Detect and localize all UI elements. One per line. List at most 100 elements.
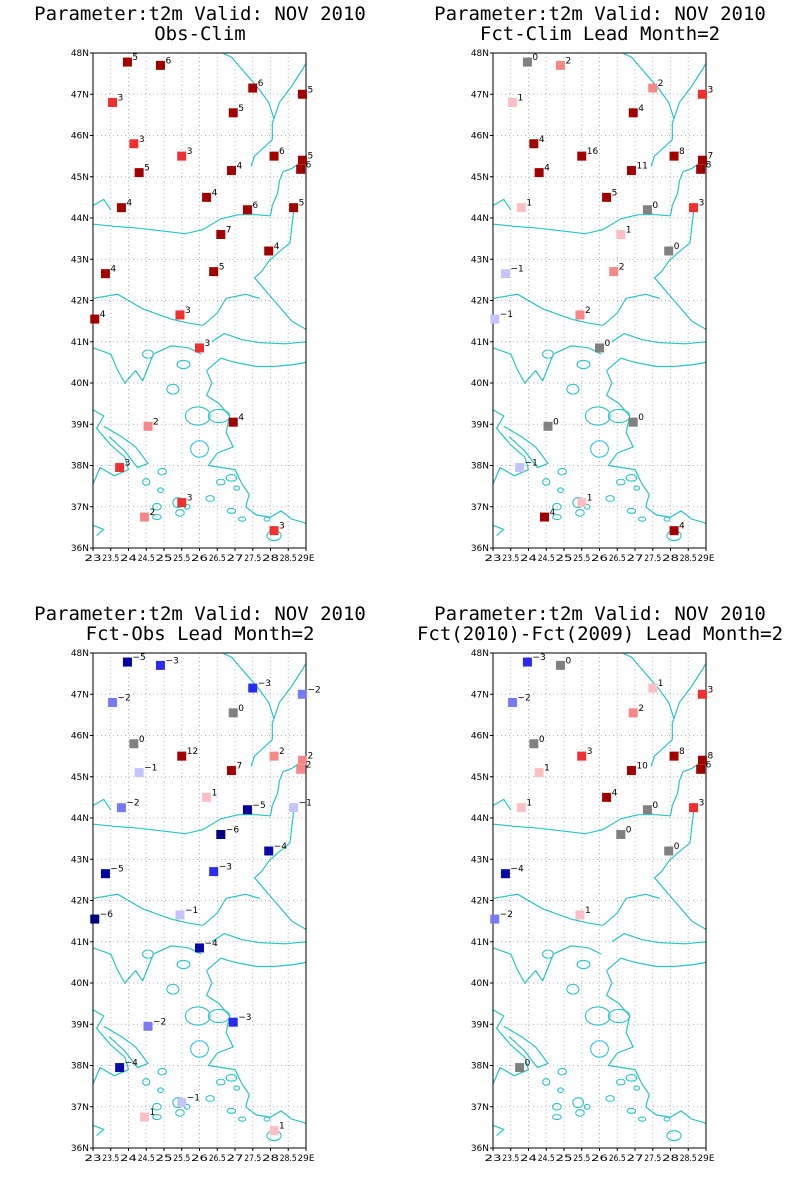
station-marker — [264, 246, 274, 256]
x-tick-label: 28 — [262, 1154, 279, 1164]
island — [605, 495, 615, 502]
x-tick-label: 26.5 — [209, 1154, 226, 1164]
x-tick-label: 26 — [191, 1154, 208, 1164]
island — [552, 1114, 562, 1121]
station-marker — [175, 910, 185, 920]
station-value-label: 4 — [238, 413, 244, 423]
station-value-label: 3 — [185, 306, 191, 316]
coastline — [606, 957, 706, 972]
map-panel-obs-clim: Parameter:t2m Valid: NOV 2010 Obs-Clim 3… — [0, 0, 400, 600]
x-tick-label: 27.5 — [644, 554, 661, 564]
station-value-label: −5 — [110, 865, 123, 875]
station-value-label: 0 — [674, 242, 680, 252]
y-tick-label: 45N — [71, 773, 89, 783]
station-marker — [595, 343, 604, 353]
station-marker — [696, 164, 706, 174]
station-value-label: 1 — [587, 494, 593, 504]
y-tick-label: 36N — [71, 1144, 89, 1154]
station-value-label: 4 — [612, 788, 618, 798]
y-tick-label: 40N — [471, 979, 489, 989]
y-tick-label: 36N — [471, 1144, 489, 1154]
station-value-label: 4 — [100, 310, 106, 320]
island — [152, 502, 162, 511]
station-marker — [269, 751, 279, 761]
island — [552, 502, 562, 511]
island — [638, 1116, 647, 1122]
x-tick-label: 27.5 — [244, 554, 261, 564]
y-tick-label: 47N — [71, 690, 89, 700]
station-marker — [697, 755, 707, 765]
station-marker — [529, 739, 539, 749]
x-tick-label: 23.5 — [102, 1154, 119, 1164]
station-marker — [108, 98, 118, 107]
station-marker — [228, 108, 238, 118]
station-marker — [577, 151, 587, 161]
station-value-label: 4 — [544, 164, 550, 174]
coastline — [606, 357, 706, 372]
x-tick-label: 23 — [485, 554, 502, 564]
island — [166, 983, 180, 995]
station-value-label: 0 — [626, 826, 632, 836]
y-tick-label: 36N — [471, 544, 489, 554]
station-value-label: −6 — [226, 826, 240, 836]
y-tick-label: 48N — [471, 49, 489, 59]
coastline — [93, 345, 202, 385]
panel-title-line2: Obs-Clim — [154, 23, 246, 45]
x-tick-label: 25 — [156, 554, 173, 564]
coastline — [93, 293, 260, 326]
station-value-label: 0 — [638, 413, 644, 423]
station-marker — [500, 269, 510, 279]
station-value-label: 2 — [153, 417, 159, 427]
island — [663, 1116, 671, 1122]
station-value-label: −1 — [299, 799, 312, 809]
island — [238, 1116, 247, 1122]
x-tick-label: 24 — [520, 1154, 537, 1164]
station-value-label: 8 — [679, 747, 685, 757]
station-marker — [555, 60, 565, 70]
station-value-label: 16 — [587, 147, 599, 157]
station-value-label: 4 — [212, 188, 218, 198]
map-plot: 36N 37N 38N 39N 40N 41N 42N 43N 44N 45N 46N 47N 48N 2… — [71, 649, 321, 1164]
island — [626, 507, 637, 514]
station-marker — [143, 421, 153, 431]
coastline — [93, 214, 271, 235]
station-marker — [269, 526, 279, 536]
x-tick-label: 27 — [227, 1154, 244, 1164]
x-tick-label: 28 — [662, 1154, 679, 1164]
y-tick-label: 40N — [71, 379, 89, 389]
island — [207, 408, 231, 424]
station-marker — [115, 463, 125, 473]
station-value-label: −6 — [100, 910, 114, 920]
station-value-label: 6 — [706, 760, 712, 770]
station-marker — [577, 751, 587, 761]
island — [175, 509, 185, 517]
island — [576, 959, 591, 970]
station-value-label: −2 — [126, 799, 139, 809]
station-value-label: 1 — [279, 1122, 285, 1132]
island — [190, 440, 209, 458]
x-tick-label: 26 — [591, 1154, 608, 1164]
station-value-label: −5 — [132, 653, 145, 663]
station-marker — [202, 792, 212, 802]
coastline — [493, 1124, 505, 1137]
panel-title-line2: Fct-Clim Lead Month=2 — [479, 23, 721, 45]
station-value-label: 4 — [274, 242, 280, 252]
y-tick-label: 46N — [471, 132, 489, 142]
station-value-label: 11 — [636, 162, 647, 172]
island — [552, 1102, 562, 1111]
station-value-label: 1 — [526, 799, 532, 809]
station-value-label: 5 — [612, 188, 618, 198]
station-marker — [177, 498, 187, 508]
island — [575, 509, 585, 517]
y-tick-label: 41N — [71, 338, 89, 348]
station-value-label: 0 — [139, 735, 145, 745]
x-tick-label: 29E — [298, 1154, 315, 1164]
station-marker — [143, 1021, 153, 1031]
x-tick-label: 27 — [627, 1154, 644, 1164]
station-value-label: −5 — [252, 801, 265, 811]
island — [542, 949, 554, 959]
y-tick-label: 44N — [471, 814, 489, 824]
station-marker — [689, 203, 699, 213]
station-marker — [534, 768, 544, 778]
coastline — [93, 409, 130, 485]
